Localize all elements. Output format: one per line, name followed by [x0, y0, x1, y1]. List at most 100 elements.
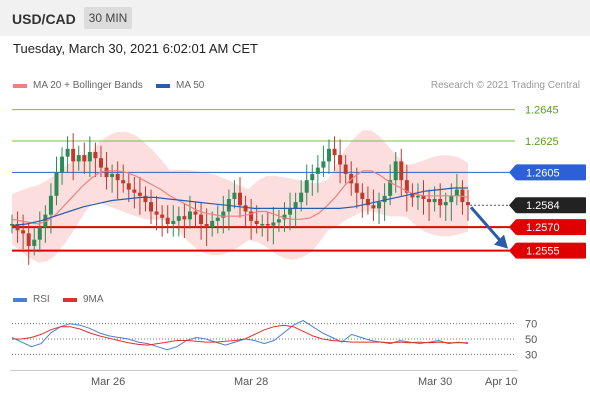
candle-body [132, 189, 137, 193]
legend-ma50: MA 50 [156, 80, 204, 91]
candle-body [65, 148, 70, 157]
candle-body [388, 180, 393, 196]
candle-body [176, 216, 181, 221]
candle-body [48, 195, 53, 215]
candle-body [193, 211, 198, 215]
candle-body [276, 219, 281, 223]
ma50-swatch-icon [156, 83, 170, 88]
chart-header: USD/CAD 30 MIN [0, 0, 590, 36]
candle-body [15, 224, 20, 231]
candle-body [349, 173, 354, 184]
x-tick-label: Apr 10 [485, 376, 518, 388]
candle-body [343, 164, 348, 174]
level-label-1.2605: 1.2605 [526, 167, 560, 179]
candle-body [71, 148, 76, 162]
candle-body [326, 148, 331, 162]
legend-ma50-label: MA 50 [176, 80, 205, 91]
candle-body [93, 151, 98, 159]
ma9-swatch-icon [63, 297, 77, 302]
level-tag-pointer-icon [509, 197, 516, 214]
candle-body [338, 155, 343, 165]
candle-body [271, 222, 276, 226]
candle-body [137, 192, 142, 196]
candle-body [87, 151, 92, 162]
candle-body [54, 172, 59, 196]
candle-body [288, 208, 293, 215]
candle-body [427, 198, 432, 203]
candle-body [126, 183, 131, 190]
ma50-line [11, 187, 468, 227]
candle-body [299, 192, 304, 203]
candle-body [421, 195, 426, 199]
candle-body [143, 195, 148, 203]
candle-body [199, 214, 204, 225]
candle-body [215, 217, 220, 221]
candle-body [26, 233, 31, 246]
legend-ma20-label: MA 20 + Bollinger Bands [33, 80, 143, 91]
level-label-1.2645: 1.2645 [525, 105, 559, 117]
candle-body [98, 158, 103, 168]
timeframe-button[interactable]: 30 MIN [84, 7, 132, 29]
candle-body [115, 173, 120, 181]
candle-body [438, 198, 443, 206]
chart-datetime: Tuesday, March 30, 2021 6:02:01 AM CET [13, 41, 258, 56]
ma20-swatch-icon [13, 83, 27, 88]
legend-rsi: RSI [13, 294, 50, 305]
candle-body [282, 214, 287, 220]
candle-body [315, 167, 320, 174]
level-label-1.2584: 1.2584 [526, 200, 560, 212]
candle-body [232, 192, 237, 199]
legend-ma20: MA 20 + Bollinger Bands [13, 80, 143, 91]
candle-body [321, 161, 326, 168]
candle-body [221, 211, 226, 218]
candle-body [254, 220, 259, 225]
legend-9ma-label: 9MA [83, 294, 104, 305]
candle-body [449, 195, 454, 203]
candle-body [76, 155, 81, 162]
legend-rsi-label: RSI [33, 294, 50, 305]
candle-body [104, 167, 109, 178]
candle-body [404, 180, 409, 193]
candle-body [37, 227, 42, 240]
candle-body [310, 173, 315, 181]
level-label-1.2570: 1.2570 [526, 222, 560, 234]
level-tag-1.2605 [516, 164, 586, 181]
candle-body [249, 211, 254, 221]
candle-body [160, 214, 165, 218]
x-tick-label: Mar 28 [234, 376, 269, 388]
legend-9ma: 9MA [63, 294, 104, 305]
candle-body [21, 230, 26, 234]
research-credit: Research © 2021 Trading Central [430, 80, 580, 91]
candle-body [360, 192, 365, 199]
candle-body [32, 239, 37, 246]
candle-body [171, 220, 176, 225]
level-tag-1.2570 [516, 219, 586, 236]
candle-body [165, 217, 170, 225]
candle-body [393, 161, 398, 181]
forecast-arrow-shaft [469, 206, 504, 244]
ma20-line [11, 170, 469, 225]
candle-body [204, 224, 209, 228]
level-label-1.2555: 1.2555 [526, 246, 560, 258]
candle-body [210, 220, 215, 228]
candle-body [377, 202, 382, 209]
candle-body [410, 192, 415, 198]
candle-body [304, 180, 309, 193]
candle-body [265, 224, 270, 226]
forecast-arrow-head-icon [494, 234, 508, 249]
rsi-tick-label: 30 [525, 349, 537, 361]
rsi-ma-line [12, 324, 468, 346]
instrument-title: USD/CAD [12, 11, 76, 27]
rsi-tick-label: 70 [525, 319, 537, 331]
candle-body [415, 195, 420, 198]
level-tag-1.2555 [516, 242, 586, 259]
x-axis-line [10, 370, 518, 371]
candle-body [121, 180, 126, 184]
candle-body [243, 205, 248, 212]
candle-body [365, 198, 370, 206]
rsi-swatch-icon [13, 297, 27, 302]
x-tick-label: Mar 26 [91, 376, 126, 388]
level-tag-pointer-icon [509, 242, 516, 259]
candle-body [154, 211, 159, 215]
